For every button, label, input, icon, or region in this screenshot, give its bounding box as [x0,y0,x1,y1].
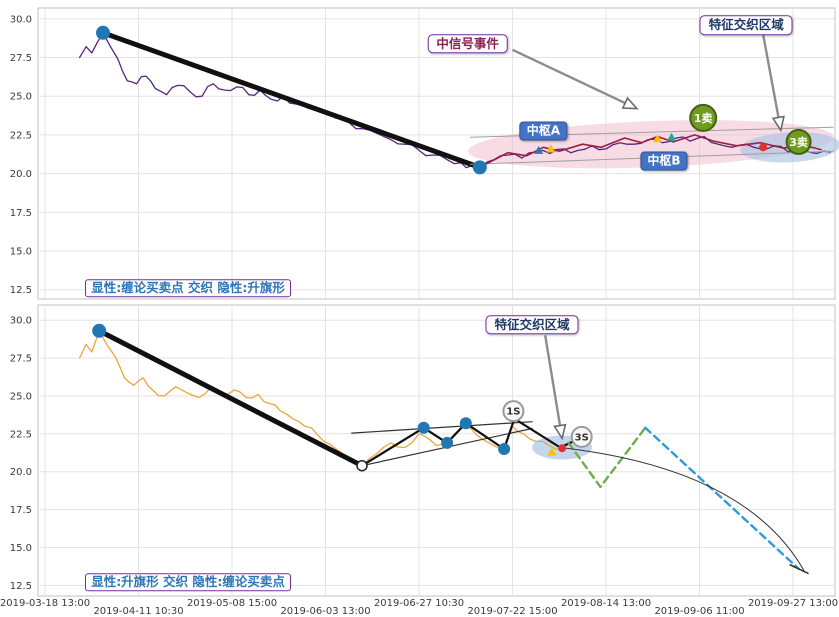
point-marker [92,323,107,338]
callout-arrow-shaft [761,34,780,118]
y-tick-label: 20.0 [10,467,32,478]
x-tick-label: 2019-04-11 10:30 [93,606,183,617]
y-tick-label: 27.5 [10,354,32,365]
y-tick-label: 30.0 [10,14,32,25]
callout-arrow-shaft [544,335,562,426]
signal-badge-label: 3S [575,433,589,444]
y-tick-label: 22.5 [10,429,32,440]
point-marker [472,160,487,175]
x-tick-label: 2019-09-06 11:00 [654,606,744,617]
bottom-panel-downtrend-line [96,328,365,469]
y-tick-label: 22.5 [10,130,32,141]
signal-badge-label: 3卖 [789,135,808,149]
y-tick-label: 25.0 [10,391,32,402]
y-tick-label: 30.0 [10,316,32,327]
x-tick-label: 2019-08-14 13:00 [561,598,651,609]
y-tick-label: 17.5 [10,505,32,516]
x-tick-label: 2019-03-18 13:00 [0,598,90,609]
callout-arrowhead [771,115,785,133]
signal-badge-label: 1卖 [694,111,713,125]
triangle-glyph [667,132,676,141]
y-tick-label: 12.5 [10,285,32,296]
triangle-glyph [547,447,557,456]
triangle-glyph [652,134,662,143]
x-tick-label: 2019-09-27 13:00 [748,598,838,609]
top-panel-downtrend-line [100,30,483,170]
signal-badge [502,400,525,423]
callout-arrowhead [621,96,639,110]
y-tick-label: 15.0 [10,247,32,258]
y-tick-label: 27.5 [10,53,32,64]
triangle-glyph [546,144,556,153]
callout-arrowhead [553,423,567,441]
signal-badge [570,425,593,448]
y-tick-label: 25.0 [10,92,32,103]
bottom-panel-price-line [78,330,562,467]
point-marker [498,443,511,455]
x-tick-label: 2019-06-27 10:30 [374,598,464,609]
x-tick-label: 2019-07-22 15:00 [467,606,557,617]
point-marker [96,25,110,40]
x-tick-label: 2019-05-08 15:00 [187,598,277,609]
callout-arrow-shaft [511,48,626,105]
point-marker [441,436,454,449]
triangle-glyph [534,145,544,154]
point-marker [558,444,567,453]
signal-badge [689,103,718,132]
ring-marker [356,459,368,472]
bottom-panel-plot-area [37,304,836,597]
y-tick-label: 17.5 [10,208,32,219]
point-marker [459,417,472,430]
signal-badge [785,128,812,155]
y-tick-label: 15.0 [10,543,32,554]
point-marker [759,143,768,152]
bottom-panel-projection-arc [560,447,805,572]
y-tick-label: 20.0 [10,169,32,180]
y-tick-label: 12.5 [10,581,32,592]
signal-badge-label: 1S [506,407,520,418]
point-marker [417,421,430,434]
bottom-panel-flag-upper-line [351,421,533,434]
bottom-panel-end-tick-line [789,564,809,575]
x-tick-label: 2019-06-03 13:00 [280,606,370,617]
bottom-panel-projection-green-line [567,426,647,489]
bottom-panel-projection-blue-line [644,426,800,570]
top-panel-price-line [78,32,832,169]
